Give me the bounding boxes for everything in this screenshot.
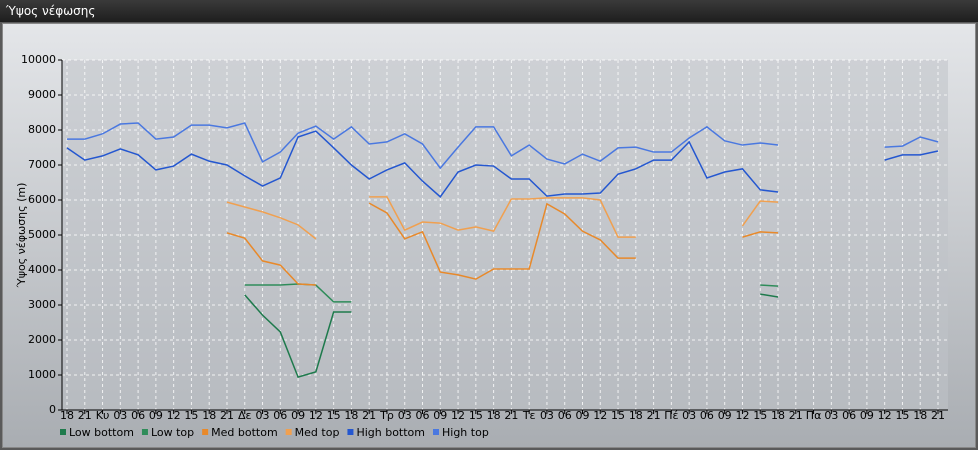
- y-tick-label: 4000: [28, 263, 56, 276]
- x-tick-label: 21: [789, 409, 803, 422]
- x-tick-label: 09: [860, 409, 874, 422]
- x-tick-label: Τρ: [379, 409, 394, 422]
- legend-swatch: [202, 429, 209, 435]
- x-tick-label: Δε: [238, 409, 252, 422]
- x-tick-label: 21: [362, 409, 376, 422]
- x-tick-label: Πέ: [664, 409, 678, 422]
- series-line: [244, 293, 779, 379]
- x-tick-label: 03: [682, 409, 696, 422]
- legend-label: Med top: [295, 426, 340, 439]
- y-tick-label: 5000: [28, 228, 56, 241]
- legend-label: High bottom: [356, 426, 425, 439]
- x-tick-label: 12: [167, 409, 181, 422]
- x-tick-label: 03: [256, 409, 270, 422]
- x-tick-label: 18: [202, 409, 216, 422]
- x-tick-label: 06: [131, 409, 145, 422]
- x-tick-label: 21: [504, 409, 518, 422]
- legend-swatch: [347, 429, 354, 435]
- legend-swatch: [60, 429, 66, 435]
- series-line: [67, 122, 939, 170]
- x-tick-label: 06: [842, 409, 856, 422]
- x-tick-label: Τε: [522, 409, 536, 422]
- y-tick-label: 6000: [28, 193, 56, 206]
- x-tick-label: 18: [771, 409, 785, 422]
- y-tick-label: 2000: [28, 333, 56, 346]
- x-tick-label: 21: [78, 409, 92, 422]
- legend-swatch: [285, 429, 292, 435]
- x-tick-label: 15: [184, 409, 198, 422]
- x-tick-label: Πα: [806, 409, 822, 422]
- x-tick-label: 12: [451, 409, 465, 422]
- x-tick-label: Κυ: [96, 409, 110, 422]
- x-tick-label: 15: [611, 409, 625, 422]
- legend-label: Low bottom: [69, 426, 134, 439]
- series-line: [226, 202, 779, 286]
- y-axis-label: Ύψος νέφωσης (m): [15, 183, 28, 289]
- legend-label: Low top: [151, 426, 194, 439]
- x-tick-label: 09: [433, 409, 447, 422]
- x-tick-label: 09: [575, 409, 589, 422]
- x-tick-label: 12: [309, 409, 323, 422]
- y-tick-label: 8000: [28, 123, 56, 136]
- x-tick-label: 12: [878, 409, 892, 422]
- x-tick-label: 18: [913, 409, 927, 422]
- y-tick-label: 1000: [28, 368, 56, 381]
- x-tick-label: 03: [398, 409, 412, 422]
- x-tick-label: 09: [291, 409, 305, 422]
- y-tick-label: 0: [49, 403, 56, 416]
- y-tick-label: 10000: [21, 53, 56, 66]
- legend-swatch: [141, 429, 148, 435]
- x-tick-label: 09: [718, 409, 732, 422]
- x-tick-label: 09: [149, 409, 163, 422]
- x-tick-label: 18: [344, 409, 358, 422]
- x-tick-label: 03: [540, 409, 554, 422]
- x-tick-label: 06: [273, 409, 287, 422]
- x-tick-label: 18: [60, 409, 74, 422]
- x-tick-label: 03: [113, 409, 127, 422]
- x-tick-label: 12: [735, 409, 749, 422]
- x-tick-label: 12: [593, 409, 607, 422]
- legend-swatch: [433, 429, 439, 435]
- series-line: [66, 130, 939, 198]
- y-tick-label: 7000: [28, 158, 56, 171]
- x-tick-label: 18: [487, 409, 501, 422]
- x-tick-label: 15: [469, 409, 483, 422]
- x-tick-label: 03: [824, 409, 838, 422]
- y-tick-label: 3000: [28, 298, 56, 311]
- x-tick-label: 18: [629, 409, 643, 422]
- x-tick-label: 15: [327, 409, 341, 422]
- legend-label: Med bottom: [211, 426, 278, 439]
- x-tick-label: 06: [558, 409, 572, 422]
- window-title: Ύψος νέφωσης: [0, 0, 978, 22]
- x-tick-label: 21: [647, 409, 661, 422]
- x-tick-label: 15: [753, 409, 767, 422]
- y-tick-label: 9000: [28, 88, 56, 101]
- series-line: [226, 196, 779, 240]
- x-tick-label: 21: [220, 409, 234, 422]
- x-tick-label: 06: [416, 409, 430, 422]
- x-tick-label: 06: [700, 409, 714, 422]
- x-tick-label: 21: [931, 409, 945, 422]
- legend-label: High top: [442, 426, 489, 439]
- x-tick-label: 15: [895, 409, 909, 422]
